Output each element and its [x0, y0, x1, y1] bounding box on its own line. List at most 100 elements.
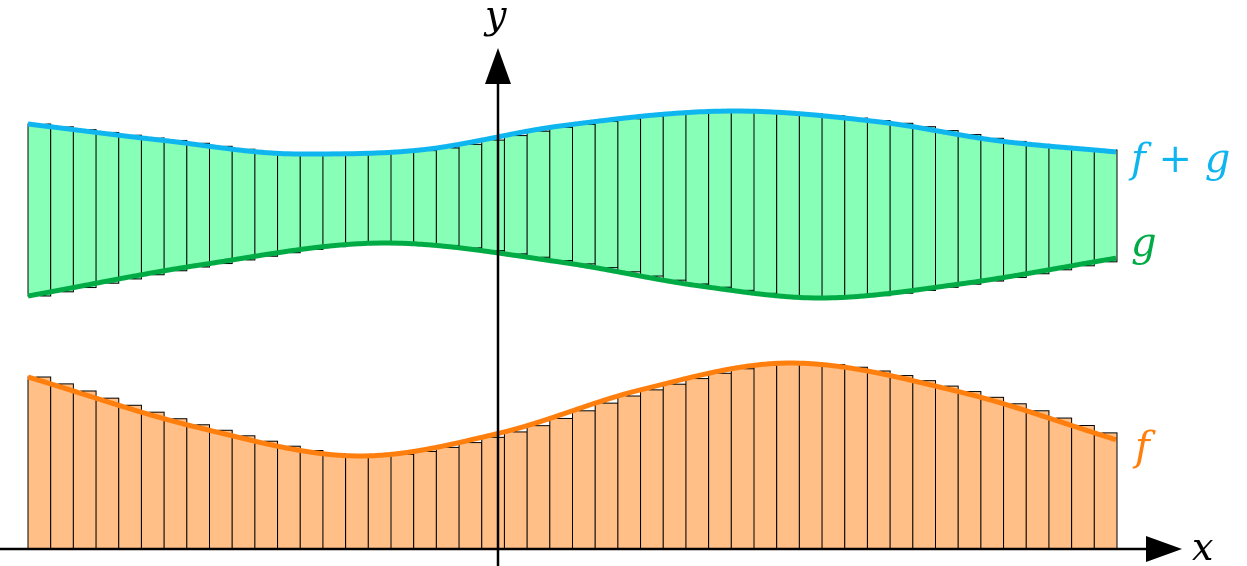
f-bar	[935, 385, 959, 550]
g-bar	[844, 117, 868, 298]
f-bar	[72, 390, 97, 550]
g-bar	[776, 111, 800, 297]
g-bar	[345, 153, 369, 246]
f-bar	[231, 435, 256, 550]
g-bar	[27, 123, 52, 297]
f-bar	[481, 436, 505, 550]
y-axis-label: y	[483, 0, 507, 37]
f-bar	[390, 453, 415, 550]
g-bar	[435, 147, 460, 246]
g-bar	[481, 139, 505, 252]
g-bar	[140, 137, 165, 276]
f-bar	[413, 450, 437, 550]
f-bar	[186, 424, 210, 550]
axes: x y	[0, 0, 1213, 566]
g-bar	[231, 148, 256, 261]
g-riemann-bars	[27, 110, 1118, 299]
g-bar	[209, 145, 233, 265]
g-bar	[503, 135, 528, 255]
f-bar	[594, 402, 619, 550]
f-bar	[345, 455, 369, 550]
f-bar	[889, 375, 914, 550]
f-bar	[1093, 432, 1118, 550]
f-label: f	[1132, 424, 1156, 470]
g-bar	[730, 110, 755, 291]
curve-labels: f + g g f	[1128, 136, 1230, 470]
f-curve	[27, 360, 1117, 459]
g-bar	[594, 121, 619, 269]
f-bar	[299, 450, 324, 550]
f-bar	[140, 411, 165, 550]
g-bar	[821, 115, 846, 299]
g-bar	[186, 142, 210, 268]
x-axis-arrowhead	[1146, 536, 1182, 562]
f-bar	[435, 446, 460, 550]
f-bar	[526, 425, 551, 550]
f-bar	[798, 362, 823, 550]
x-axis-label: x	[1192, 525, 1213, 566]
f-bar	[957, 391, 982, 550]
f-bar	[640, 389, 664, 550]
f-bar	[95, 397, 120, 550]
g-bar	[299, 153, 324, 250]
f-bar	[277, 445, 301, 550]
f-bar	[685, 378, 710, 550]
g-bar	[1093, 149, 1118, 263]
f-bar	[866, 370, 891, 550]
f-bar	[617, 395, 642, 550]
f-bar	[1071, 425, 1095, 550]
g-bar	[572, 123, 596, 265]
g-bar	[1003, 140, 1027, 279]
g-bar	[866, 120, 891, 297]
g-bar	[935, 130, 959, 288]
g-bar	[640, 115, 664, 277]
g-bar	[708, 110, 732, 288]
g-bar	[685, 112, 710, 285]
f-plus-g-curve	[27, 108, 1117, 157]
g-bar	[957, 134, 982, 285]
g-bar	[367, 152, 392, 244]
g-bar	[1025, 143, 1050, 275]
f-bar	[730, 368, 755, 550]
f-bar	[549, 417, 573, 550]
f-bar	[844, 366, 868, 550]
g-bar	[662, 113, 687, 281]
f-bar	[118, 404, 142, 550]
g-bar	[72, 129, 97, 289]
f-bar	[27, 376, 52, 550]
g-bar	[322, 153, 347, 248]
f-bar	[753, 364, 778, 550]
f-bar	[254, 440, 279, 550]
g-bar	[118, 134, 142, 280]
g-bar	[1048, 145, 1073, 271]
g-bar	[163, 139, 188, 272]
g-bar	[95, 131, 120, 284]
f-bar	[1025, 410, 1050, 550]
f-bar	[662, 383, 687, 550]
f-bar	[209, 429, 233, 550]
g-bar	[526, 130, 551, 258]
g-bar	[889, 122, 914, 294]
f-bar	[821, 364, 846, 550]
g-bar	[980, 137, 1005, 282]
f-bar	[1048, 417, 1073, 550]
g-bar	[617, 118, 642, 273]
g-bar	[798, 113, 823, 298]
g-bar	[50, 126, 74, 293]
g-bar	[753, 110, 778, 294]
g-bar	[277, 152, 301, 254]
g-bar	[549, 126, 573, 262]
f-bar	[572, 410, 596, 550]
f-bar	[503, 431, 528, 550]
f-bar	[367, 455, 392, 550]
g-bar	[254, 151, 279, 257]
f-bar	[980, 396, 1005, 550]
f-bar	[50, 383, 74, 550]
g-bar	[458, 143, 483, 249]
g-bar	[912, 126, 936, 291]
f-bar	[322, 453, 347, 550]
g-bar	[390, 151, 415, 244]
g-bar	[1071, 147, 1095, 267]
g-bar	[413, 150, 437, 245]
f-bar	[776, 362, 800, 550]
